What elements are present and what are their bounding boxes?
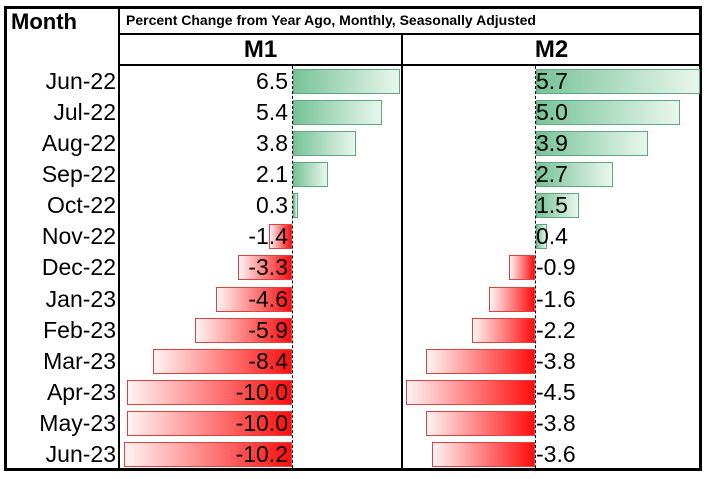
m1-value: -8.4 (248, 347, 288, 374)
m1-bar (124, 441, 292, 467)
m1-m2-divider (401, 33, 403, 468)
m2-bar (536, 162, 613, 188)
m2-value: 3.9 (536, 130, 568, 157)
m1-bar (269, 224, 292, 250)
m2-bar (489, 286, 535, 312)
header-divider-columns (118, 64, 702, 66)
m1-bar (195, 317, 292, 343)
table-border-top (4, 6, 702, 9)
m1-value: -4.6 (248, 285, 288, 312)
m2-bar (426, 410, 535, 436)
m1-zero-axis (292, 66, 293, 468)
m1-bar (293, 162, 328, 188)
m2-value: 1.5 (536, 192, 568, 219)
m2-bar (426, 348, 535, 374)
m2-bar (536, 100, 680, 126)
m1-value: -3.3 (248, 254, 288, 281)
month-label: May-23 (39, 409, 116, 436)
m1-bar (238, 255, 292, 281)
m1-value: -10.2 (235, 440, 288, 467)
month-label: Oct-22 (46, 192, 116, 219)
m2-bar (536, 224, 547, 250)
m2-value: 5.0 (536, 99, 568, 126)
m2-value: -0.9 (536, 254, 576, 281)
m2-bar (536, 131, 648, 157)
month-label: Jun-22 (45, 68, 116, 94)
m2-bar (432, 441, 535, 467)
m2-value: -4.5 (536, 378, 576, 405)
table-border-right (699, 6, 702, 471)
m1-bar (127, 379, 292, 405)
month-label: Sep-22 (41, 161, 116, 188)
month-label: Nov-22 (41, 223, 116, 250)
m1-value: 5.4 (256, 99, 288, 126)
m1-bar (293, 69, 400, 94)
table-border-left (4, 6, 7, 471)
m2-value: -2.2 (536, 316, 576, 343)
m2-value: -3.8 (536, 347, 576, 374)
m2-zero-axis (535, 66, 536, 468)
month-label: Feb-23 (43, 316, 116, 343)
m1-bar (293, 193, 298, 219)
m1-bar (127, 410, 292, 436)
m1-value: 2.1 (256, 161, 288, 188)
m1-value: -5.9 (248, 316, 288, 343)
m1-bar (293, 100, 382, 126)
month-label: Mar-23 (43, 347, 116, 374)
m1-bar (153, 348, 292, 374)
m2-value: -3.6 (536, 440, 576, 467)
m2-value: -1.6 (536, 285, 576, 312)
m2-bar (509, 255, 535, 281)
month-column-header: Month (11, 9, 77, 34)
m2-bar (536, 193, 579, 219)
m1-value: 3.8 (256, 130, 288, 157)
m1-bar (293, 131, 356, 157)
month-label: Dec-22 (41, 254, 116, 281)
m1-value: -10.0 (235, 409, 288, 436)
m2-bar (406, 379, 535, 405)
m2-value: -3.8 (536, 409, 576, 436)
table-border-bottom (4, 468, 702, 471)
m1-value: -1.4 (248, 223, 288, 250)
month-label: Jun-23 (45, 440, 116, 467)
m1-value: -10.0 (235, 378, 288, 405)
m2-bar (472, 317, 535, 343)
month-label: Aug-22 (41, 130, 116, 157)
month-column-divider (118, 6, 120, 468)
m2-value: 5.7 (536, 68, 568, 94)
month-label: Jan-23 (45, 285, 116, 312)
m1-column-header: M1 (243, 36, 278, 63)
m2-value: 0.4 (536, 223, 568, 250)
m2-bar (536, 69, 700, 94)
month-label: Jul-22 (53, 99, 116, 126)
m1-bar (216, 286, 292, 312)
table-title: Percent Change from Year Ago, Monthly, S… (126, 12, 536, 28)
header-divider-title (118, 33, 702, 35)
month-label: Apr-23 (46, 378, 116, 405)
m2-value: 2.7 (536, 161, 568, 188)
m2-column-header: M2 (534, 36, 569, 63)
m1-value: 0.3 (256, 192, 288, 219)
m1-value: 6.5 (256, 68, 288, 94)
